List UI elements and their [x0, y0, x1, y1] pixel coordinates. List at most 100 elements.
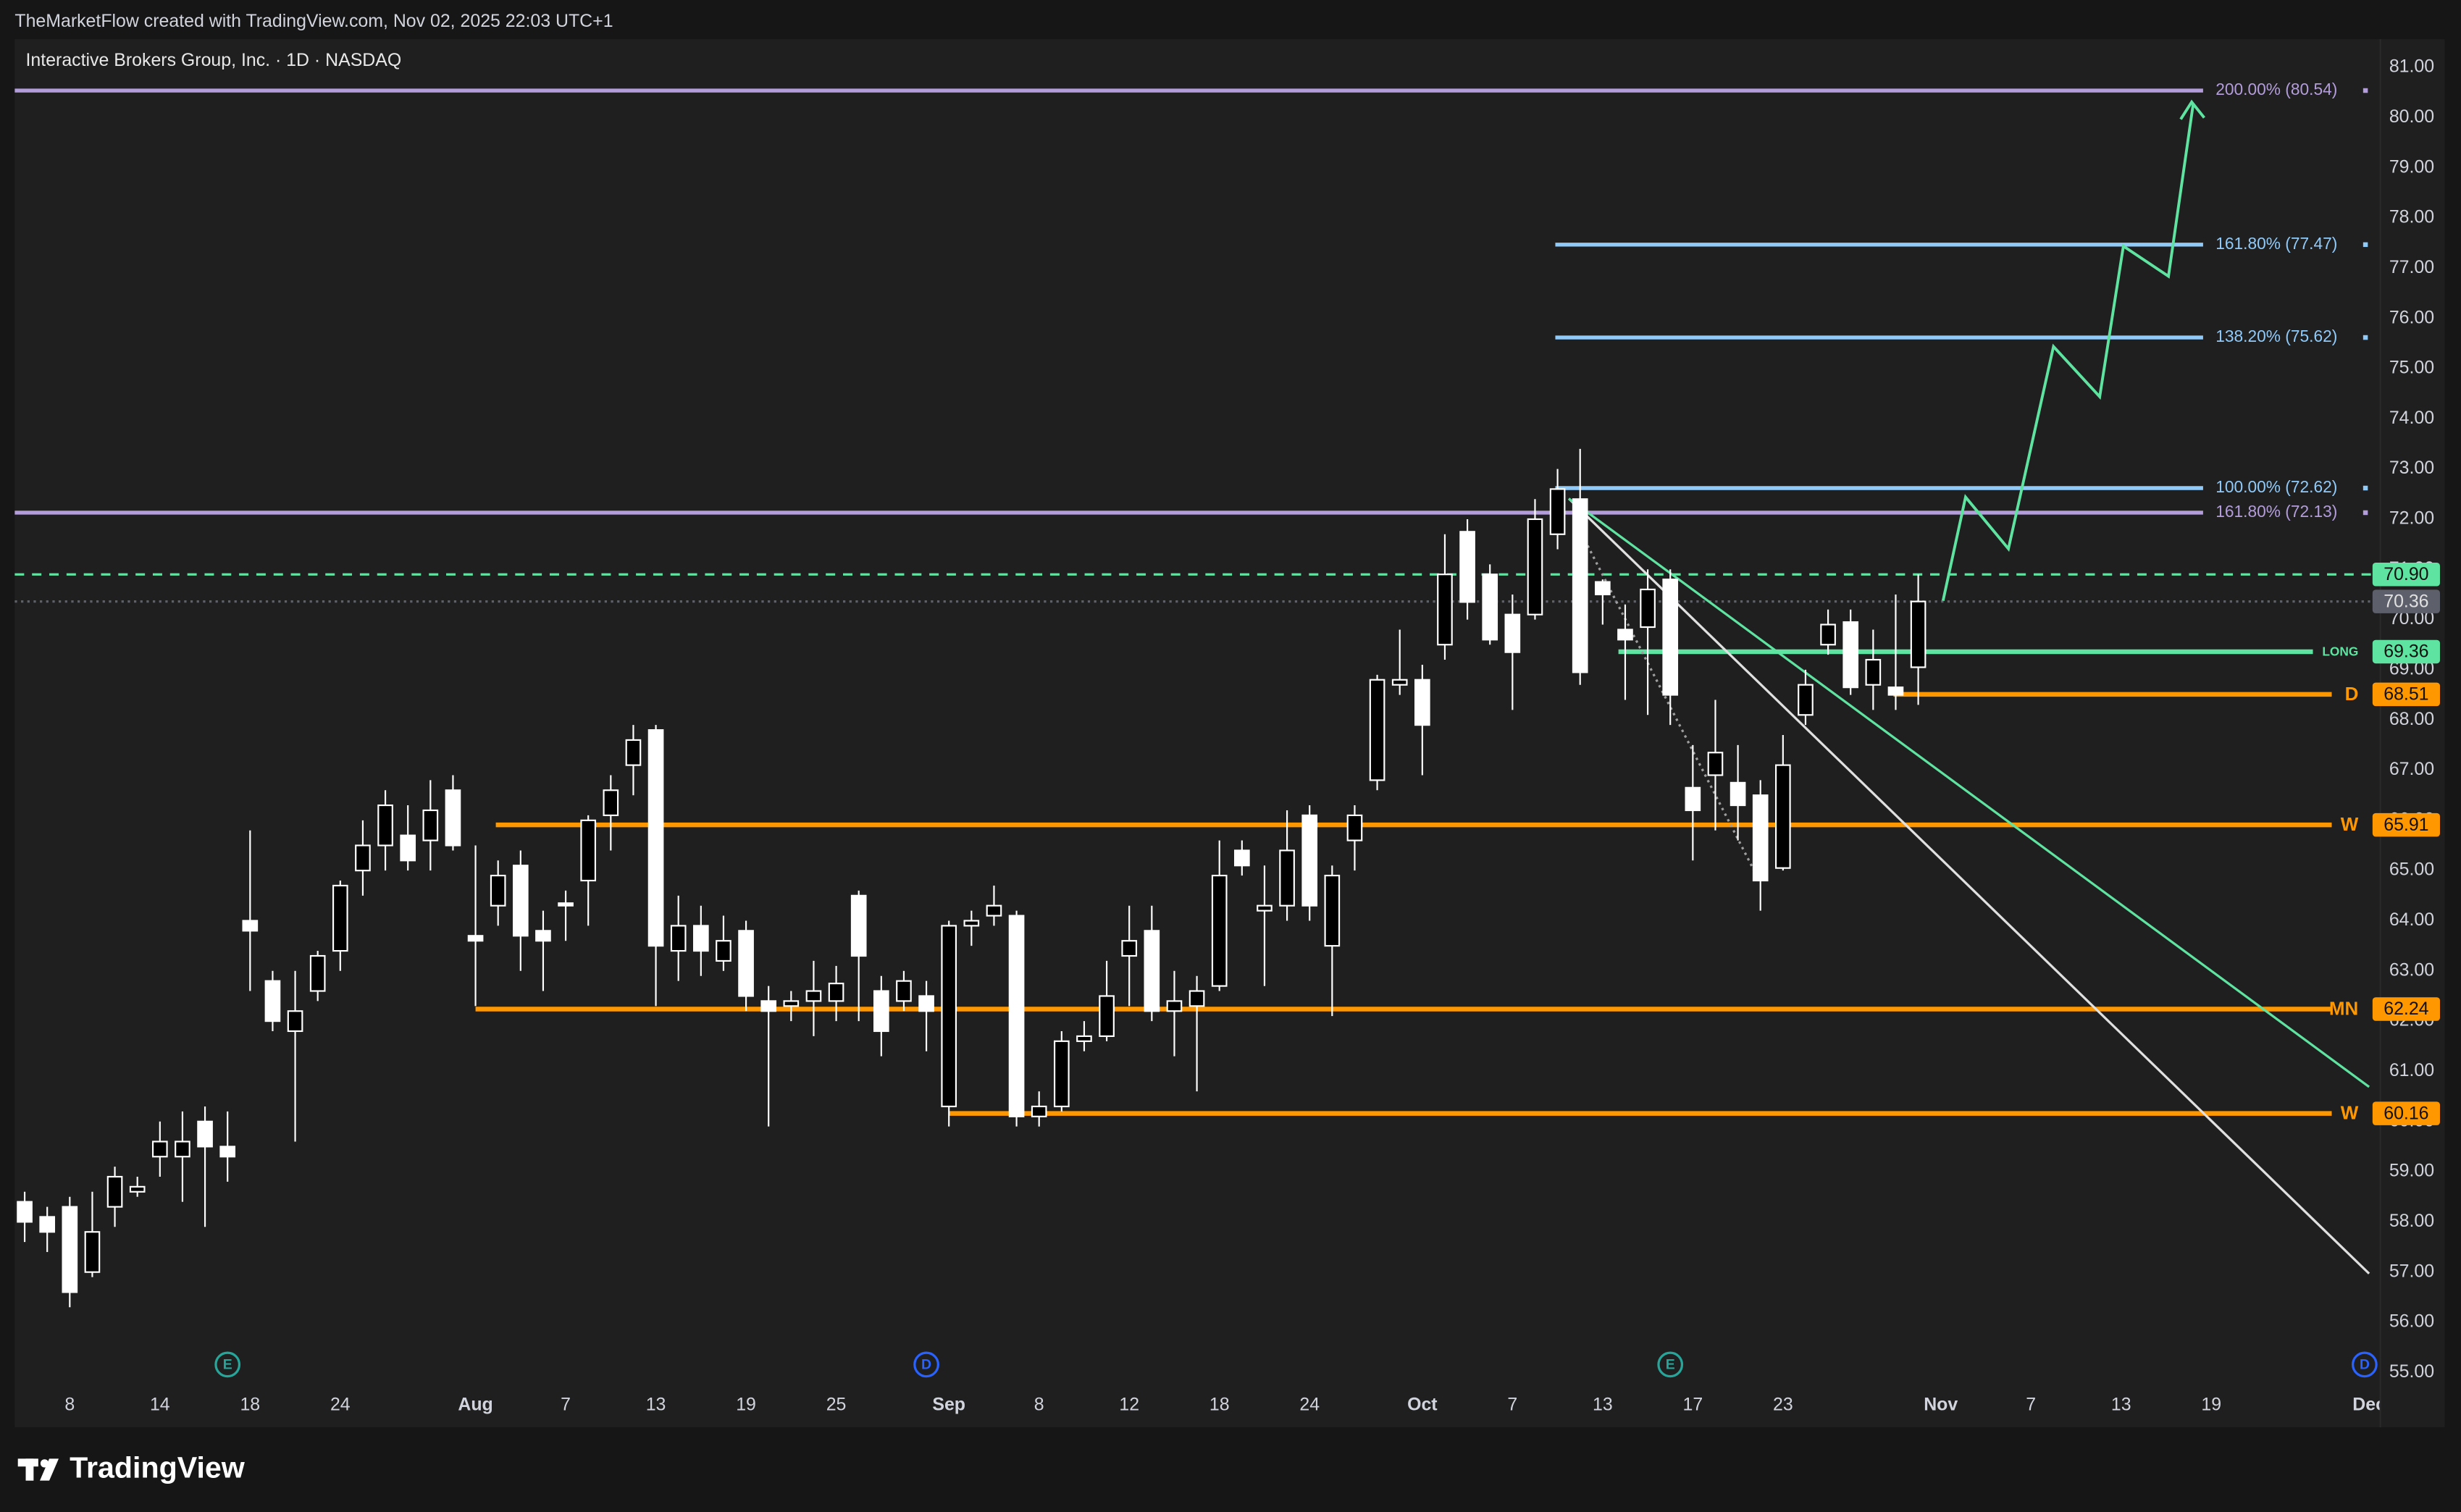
x-tick-label: 12	[1119, 1394, 1139, 1414]
candle-body	[603, 789, 619, 817]
y-tick-label: 75.00	[2389, 358, 2434, 378]
event-label: D	[2360, 1357, 2370, 1373]
y-tick-label: 80.00	[2389, 106, 2434, 127]
y-tick-label: 65.00	[2389, 860, 2434, 880]
candle-body	[1842, 621, 1859, 689]
candle-body	[1053, 1040, 1070, 1108]
x-tick-label: 14	[150, 1394, 170, 1414]
y-tick-label: 77.00	[2389, 257, 2434, 277]
x-tick-label: 24	[330, 1394, 351, 1414]
x-tick-label: Aug	[458, 1394, 492, 1414]
price-tag-bg	[2372, 1101, 2440, 1125]
fib-label: 138.20% (75.62)	[2215, 327, 2337, 345]
y-tick-label: 78.00	[2389, 207, 2434, 227]
candle-body	[1865, 658, 1882, 686]
price-line-tag: MN	[2329, 997, 2358, 1019]
candle-body	[332, 884, 348, 952]
candle-body	[175, 1141, 190, 1158]
price-tag-bg	[2372, 589, 2440, 613]
x-tick-label: 25	[826, 1394, 847, 1414]
event-label: E	[223, 1357, 232, 1373]
event-marker	[913, 1351, 939, 1378]
event-marker	[2352, 1351, 2378, 1378]
candle-body	[1437, 574, 1453, 646]
candle-body	[377, 804, 393, 847]
x-tick-label: 17	[1682, 1394, 1703, 1414]
candle-body	[287, 1010, 303, 1033]
candle-body	[242, 920, 259, 932]
candle-body	[84, 1231, 101, 1273]
candle-body	[1414, 679, 1430, 726]
fib-label: 100.00% (72.62)	[2215, 477, 2337, 496]
y-tick-label: 72.00	[2389, 508, 2434, 529]
candle-body	[1887, 686, 1904, 696]
event-label: E	[1666, 1357, 1675, 1373]
price-tag: 70.36	[2384, 591, 2428, 611]
candle-body	[512, 865, 529, 937]
candle-body	[873, 990, 889, 1033]
event-marker	[214, 1351, 241, 1378]
candle-body	[264, 980, 281, 1022]
chart-title: Interactive Brokers Group, Inc. · 1D · N…	[26, 50, 402, 70]
candle-body	[738, 930, 754, 997]
candle-body	[129, 1185, 146, 1193]
candle-body	[400, 834, 416, 862]
candle-body	[1685, 786, 1701, 812]
x-tick-label: Oct	[1407, 1394, 1438, 1414]
candle-body	[716, 940, 731, 962]
x-tick-label: 13	[646, 1394, 666, 1414]
candle-body	[1572, 498, 1588, 673]
candle-body	[1820, 623, 1836, 646]
event-marker	[1657, 1351, 1684, 1378]
candle-body	[1910, 600, 1927, 668]
candle-body	[850, 894, 867, 957]
y-tick-label: 56.00	[2389, 1311, 2434, 1332]
candle-body	[918, 995, 934, 1012]
candle-body	[580, 819, 597, 882]
fib-marker	[2363, 242, 2368, 248]
price-axis	[2380, 39, 2445, 1428]
trendline	[1568, 497, 2370, 1088]
candle-body	[535, 930, 551, 942]
projection-path	[1941, 103, 2195, 602]
candle-body	[828, 983, 844, 1002]
event-label: D	[921, 1357, 931, 1373]
fib-label: 161.80% (72.13)	[2215, 502, 2337, 521]
y-tick-label: 64.00	[2389, 910, 2434, 930]
price-tag-bg	[2372, 562, 2440, 587]
fib-label: 161.80% (77.47)	[2215, 234, 2337, 253]
price-tag: 60.16	[2384, 1103, 2428, 1123]
candle-body	[39, 1216, 56, 1233]
pane	[14, 39, 2445, 1428]
price-tag: 70.90	[2384, 564, 2428, 584]
candle-body	[467, 935, 484, 942]
trendline	[1572, 517, 1760, 879]
candle-body	[963, 920, 980, 927]
x-tick-label: 13	[2111, 1394, 2131, 1414]
candle-body	[1482, 574, 1498, 641]
fib-marker	[2363, 485, 2368, 491]
candle-body	[986, 904, 1002, 917]
candle-body	[445, 789, 461, 847]
x-tick-label: 7	[561, 1394, 571, 1414]
y-tick-label: 58.00	[2389, 1211, 2434, 1231]
fib-marker	[2363, 335, 2368, 340]
fib-label: 200.00% (80.54)	[2215, 80, 2337, 98]
logo-icon	[17, 1458, 59, 1481]
candle-body	[1798, 684, 1814, 716]
candle-body	[1346, 814, 1363, 841]
x-tick-label: 18	[240, 1394, 260, 1414]
candle-body	[309, 954, 326, 992]
plot: 200.00% (80.54) 161.80% (77.47) 138.20% (7…	[14, 39, 2445, 1428]
x-tick-label: 13	[1593, 1394, 1613, 1414]
price-line-tag: LONG	[2322, 644, 2358, 659]
candle-body	[355, 844, 371, 872]
y-tick-label: 67.00	[2389, 759, 2434, 779]
y-tick-label: 81.00	[2389, 56, 2434, 77]
y-tick-label: 57.00	[2389, 1261, 2434, 1281]
candle-body	[1775, 764, 1791, 869]
candle-body	[1188, 990, 1205, 1007]
candle-body	[1076, 1035, 1092, 1042]
